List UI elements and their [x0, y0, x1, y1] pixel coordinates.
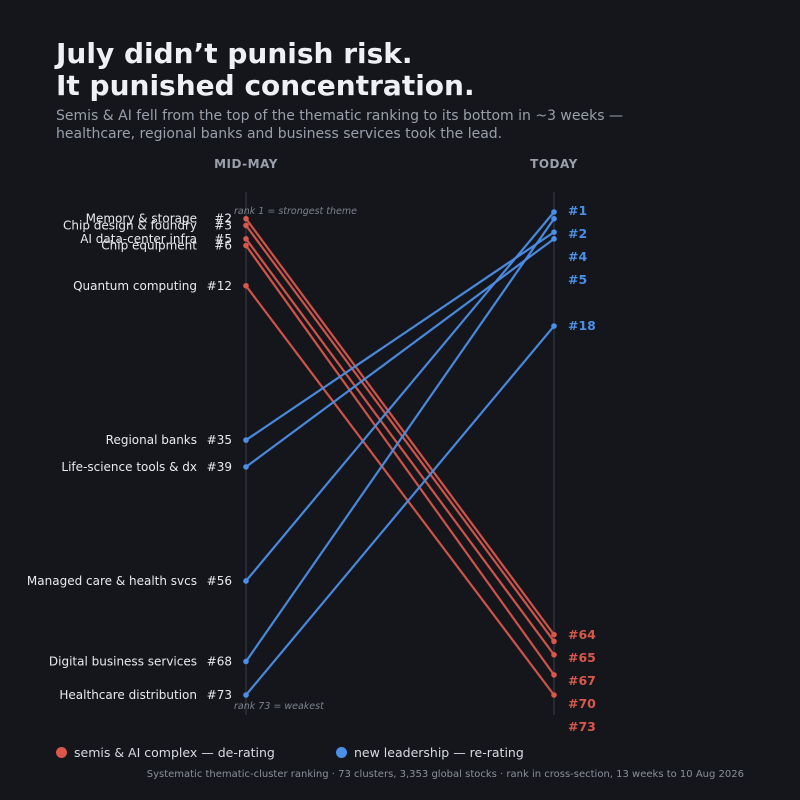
point-end-life-science-tools-and-dx: [551, 236, 557, 242]
point-end-chip-design-and-foundry: [551, 638, 557, 645]
title-line-2: It punished concentration.: [56, 69, 475, 102]
left-name-digital-business-services: Digital business services: [49, 654, 197, 668]
right-rank-label-5: #5: [568, 272, 587, 287]
axis-label-left: MID-MAY: [214, 157, 278, 171]
series-line-healthcare-distribution: [244, 324, 556, 697]
point-start-chip-design-and-foundry: [243, 222, 249, 229]
point-end-healthcare-distribution: [551, 323, 557, 329]
point-start-quantum-computing: [243, 282, 249, 289]
left-name-chip-equipment: Chip equipment: [101, 239, 197, 253]
legend-item-de-rating: semis & AI complex — de-rating: [56, 745, 275, 760]
subtitle-line-2: healthcare, regional banks and business …: [56, 126, 503, 142]
rank-note-top: rank 1 = strongest theme: [234, 206, 357, 217]
right-rank-label-4: #4: [568, 249, 587, 264]
right-rank-label-65: #65: [568, 650, 596, 665]
point-start-ai-data-center-infra: [243, 236, 249, 242]
series-line-chip-equipment: [244, 244, 556, 676]
left-rank-managed-care-and-health-svcs: #56: [207, 574, 232, 588]
title-line-1: July didn’t punish risk.: [56, 37, 413, 70]
series-line-digital-business-services: [244, 217, 556, 663]
point-start-life-science-tools-and-dx: [243, 464, 249, 470]
right-rank-label-70: #70: [568, 696, 596, 711]
right-rank-label-64: #64: [568, 627, 596, 642]
axis-label-right: TODAY: [530, 157, 578, 171]
chart-subtitle: Semis & AI fell from the top of the them…: [56, 107, 656, 143]
point-end-quantum-computing: [551, 692, 557, 698]
point-end-digital-business-services: [551, 215, 557, 222]
point-start-regional-banks: [243, 437, 249, 443]
point-start-chip-equipment: [243, 242, 249, 249]
series-line-chip-design-and-foundry: [244, 224, 556, 643]
left-name-chip-design-and-foundry: Chip design & foundry: [63, 218, 197, 232]
left-name-healthcare-distribution: Healthcare distribution: [59, 688, 197, 702]
left-name-quantum-computing: Quantum computing: [73, 279, 197, 293]
left-rank-quantum-computing: #12: [207, 279, 232, 293]
series-line-memory-and-storage: [244, 217, 556, 636]
left-rank-digital-business-services: #68: [207, 654, 232, 668]
right-rank-label-18: #18: [568, 318, 596, 333]
left-rank-ai-data-center-infra: #5: [214, 232, 232, 246]
left-name-memory-and-storage: Memory & storage: [86, 212, 197, 226]
left-rank-life-science-tools-and-dx: #39: [207, 460, 232, 474]
series-line-managed-care-and-health-svcs: [244, 210, 556, 583]
point-end-ai-data-center-infra: [551, 651, 557, 658]
point-end-regional-banks: [551, 229, 557, 235]
left-rank-chip-design-and-foundry: #3: [214, 218, 232, 232]
point-end-chip-equipment: [551, 672, 557, 678]
subtitle-line-1: Semis & AI fell from the top of the them…: [56, 108, 623, 124]
left-rank-regional-banks: #35: [207, 433, 232, 447]
footer-note: Systematic thematic-cluster ranking · 73…: [146, 769, 744, 780]
series-line-regional-banks: [244, 231, 556, 442]
left-rank-memory-and-storage: #2: [214, 212, 232, 226]
right-rank-label-73: #73: [568, 719, 596, 734]
legend-label-de-rating: semis & AI complex — de-rating: [74, 745, 275, 760]
point-start-digital-business-services: [243, 658, 249, 665]
legend-item-re-rating: new leadership — re-rating: [336, 745, 524, 760]
point-end-memory-and-storage: [551, 631, 557, 638]
rank-note-bottom: rank 73 = weakest: [234, 701, 325, 712]
point-end-managed-care-and-health-svcs: [551, 209, 557, 215]
point-start-healthcare-distribution: [243, 692, 249, 698]
right-rank-label-2: #2: [568, 226, 587, 241]
legend-label-re-rating: new leadership — re-rating: [354, 745, 524, 760]
left-name-managed-care-and-health-svcs: Managed care & health svcs: [27, 574, 197, 588]
series-line-ai-data-center-infra: [244, 237, 556, 656]
series-line-quantum-computing: [244, 284, 556, 697]
left-name-ai-data-center-infra: AI data-center infra: [80, 232, 197, 246]
point-start-memory-and-storage: [243, 215, 249, 222]
left-name-life-science-tools-and-dx: Life-science tools & dx: [61, 460, 197, 474]
legend-swatch-re-rating: [336, 747, 347, 758]
legend-swatch-de-rating: [56, 747, 67, 758]
left-rank-chip-equipment: #6: [214, 239, 232, 253]
left-name-regional-banks: Regional banks: [106, 433, 197, 447]
right-rank-label-67: #67: [568, 673, 596, 688]
chart-title: July didn’t punish risk. It punished con…: [56, 38, 475, 102]
series-line-life-science-tools-and-dx: [244, 237, 556, 469]
left-rank-healthcare-distribution: #73: [207, 688, 232, 702]
point-start-managed-care-and-health-svcs: [243, 578, 249, 584]
right-rank-label-1: #1: [568, 203, 587, 218]
